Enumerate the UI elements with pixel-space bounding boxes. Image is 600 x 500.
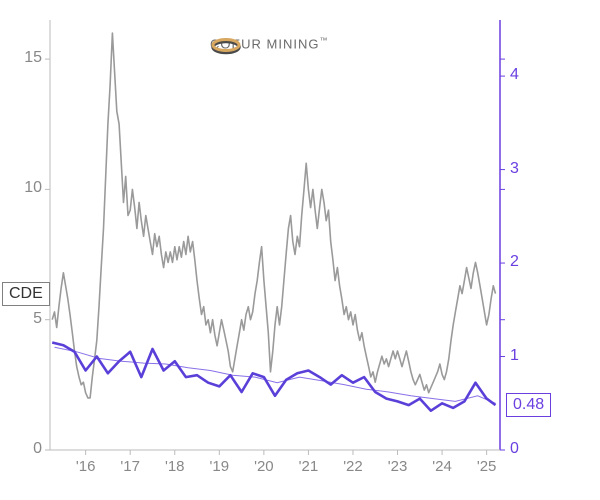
- logo-ellipse-icon: [210, 36, 242, 56]
- current-rps-value: 0.48: [513, 396, 544, 413]
- right-axis-tick-label: 4: [510, 66, 550, 84]
- right-axis-tick-label: 0: [510, 440, 550, 458]
- x-axis-tick-label: '18: [155, 458, 195, 475]
- x-axis-tick-label: '16: [66, 458, 106, 475]
- company-logo: COEUR MINING™: [210, 36, 329, 51]
- left-axis-tick-label: 10: [2, 179, 42, 197]
- x-axis-tick-label: '17: [110, 458, 150, 475]
- ticker-symbol: CDE: [9, 285, 43, 302]
- right-axis-tick-label: 1: [510, 347, 550, 365]
- x-axis-tick-label: '25: [467, 458, 507, 475]
- x-axis-tick-label: '19: [199, 458, 239, 475]
- right-axis-tick-label: 2: [510, 253, 550, 271]
- x-axis-tick-label: '21: [288, 458, 328, 475]
- x-axis-tick-label: '22: [333, 458, 373, 475]
- left-axis-tick-label: 15: [2, 49, 42, 67]
- current-value-box: 0.48: [506, 393, 551, 417]
- right-axis-tick-label: 3: [510, 160, 550, 178]
- x-axis-tick-label: '20: [244, 458, 284, 475]
- x-axis-tick-label: '24: [422, 458, 462, 475]
- left-axis-tick-label: 0: [2, 440, 42, 458]
- x-axis-tick-label: '23: [378, 458, 418, 475]
- ticker-label-box: CDE: [2, 282, 50, 306]
- left-axis-tick-label: 5: [2, 310, 42, 328]
- stock-chart: COEUR MINING™ CDE 0.48 Q Revenue Per Sha…: [0, 0, 600, 500]
